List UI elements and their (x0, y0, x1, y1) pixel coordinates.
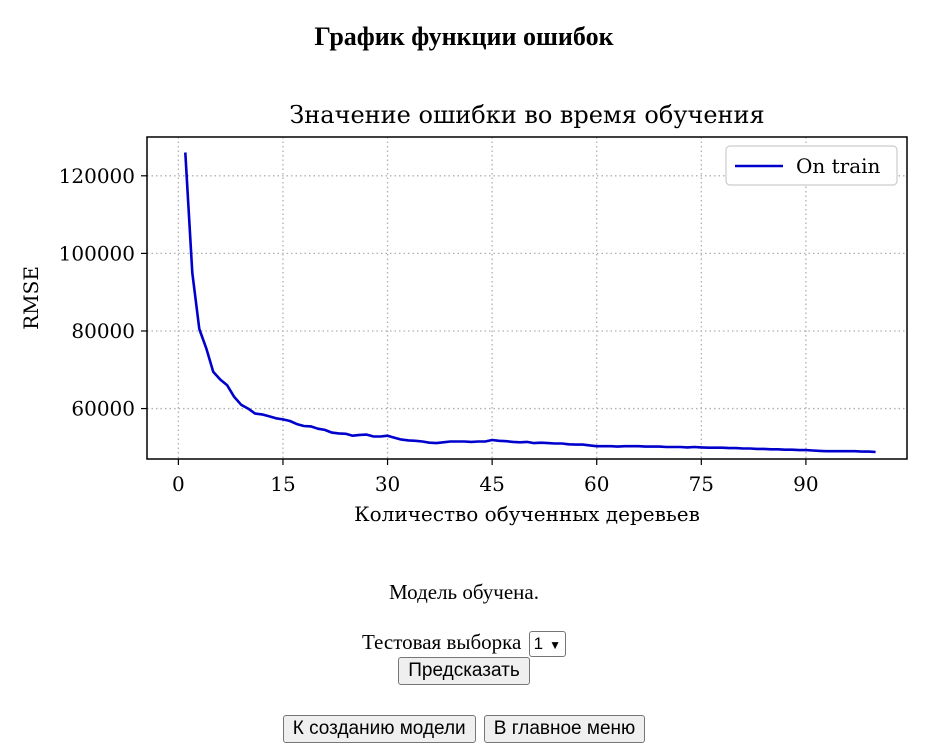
error-chart: Значение ошибки во время обучения 0 15 30 4… (19, 101, 908, 526)
y-grid (147, 175, 907, 410)
x-tick-label: 15 (270, 472, 295, 496)
create-model-button[interactable]: К созданию модели (282, 715, 476, 743)
x-tick-label: 60 (584, 472, 609, 496)
x-grid (177, 137, 807, 459)
predict-button[interactable]: Предсказать (398, 657, 530, 685)
navigation-row: К созданию модели В главное меню (0, 715, 928, 743)
y-axis-ticks: 60000 80000 100000 120000 (59, 164, 147, 421)
training-status: Модель обучена. (389, 580, 539, 604)
y-tick-label: 120000 (59, 164, 135, 188)
x-tick-label: 75 (689, 472, 714, 496)
test-sample-value: 1 (533, 634, 544, 654)
x-tick-label: 0 (172, 472, 185, 496)
legend-box (725, 145, 898, 186)
x-axis-label: Количество обученных деревьев (354, 502, 700, 526)
chevron-down-icon: ▼ (549, 638, 561, 653)
test-sample-row: Тестовая выборка 1 ▼ (0, 630, 928, 658)
y-tick-label: 80000 (71, 319, 135, 343)
page-title: График функции ошибок (314, 22, 614, 51)
x-tick-label: 30 (375, 472, 400, 496)
test-sample-label: Тестовая выборка (362, 630, 522, 654)
legend-label-on-train: On train (796, 154, 881, 178)
plot-frame (146, 136, 908, 460)
series-line-on-train (184, 152, 876, 454)
test-sample-select[interactable]: 1 ▼ (528, 631, 566, 658)
x-tick-label: 90 (793, 472, 818, 496)
main-menu-button[interactable]: В главное меню (483, 715, 646, 743)
predict-row: Предсказать (0, 657, 928, 685)
x-axis-ticks: 0 15 30 45 60 75 90 (172, 459, 819, 496)
y-axis-label: RMSE (19, 266, 43, 330)
x-tick-label: 45 (479, 472, 504, 496)
legend: On train (725, 145, 898, 186)
y-tick-label: 100000 (59, 241, 135, 265)
chart-title: Значение ошибки во время обучения (289, 101, 764, 129)
y-tick-label: 60000 (71, 397, 135, 421)
